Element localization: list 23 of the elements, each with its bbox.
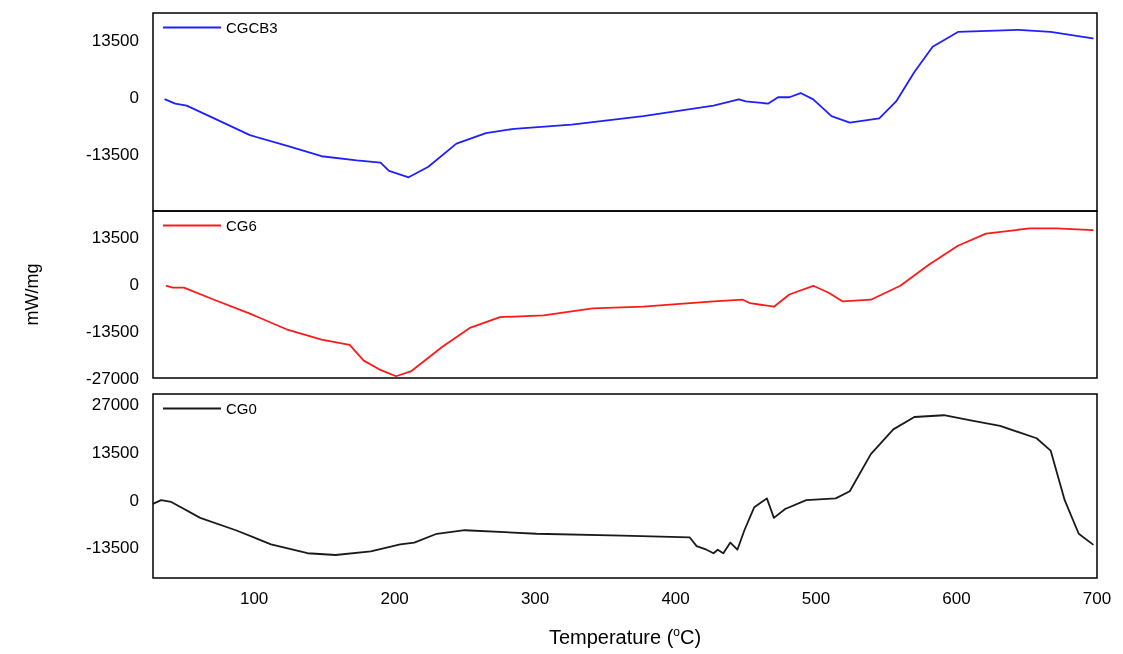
y-tick-label: -13500 xyxy=(86,321,139,341)
x-tick-label: 100 xyxy=(239,589,269,608)
y-tick-label: 0 xyxy=(129,274,139,294)
line-series xyxy=(152,414,1094,556)
y-axis-title: mW/mg xyxy=(22,263,42,326)
y-tick-label: -13500 xyxy=(86,144,139,164)
legend-label: CG0 xyxy=(226,400,257,417)
x-tick-label: 200 xyxy=(380,589,409,608)
x-tick-label: 300 xyxy=(520,589,550,608)
y-tick-label: 13500 xyxy=(91,227,139,247)
y-tick-label: 0 xyxy=(129,87,139,107)
x-tick-label: 500 xyxy=(801,589,831,608)
y-tick-label: 27000 xyxy=(91,395,139,415)
y-tick-label: 13500 xyxy=(91,442,139,462)
legend-label: CGCB3 xyxy=(226,19,278,36)
legend-label: CG6 xyxy=(226,217,257,234)
x-tick-label: 400 xyxy=(661,589,690,608)
y-tick-label: 13500 xyxy=(91,30,139,50)
x-tick-label: 600 xyxy=(942,589,971,608)
y-tick-label: -27000 xyxy=(86,368,139,388)
y-tick-label: -13500 xyxy=(86,538,139,558)
y-tick-label: 0 xyxy=(129,490,139,510)
x-tick-label: 700 xyxy=(1082,589,1112,608)
